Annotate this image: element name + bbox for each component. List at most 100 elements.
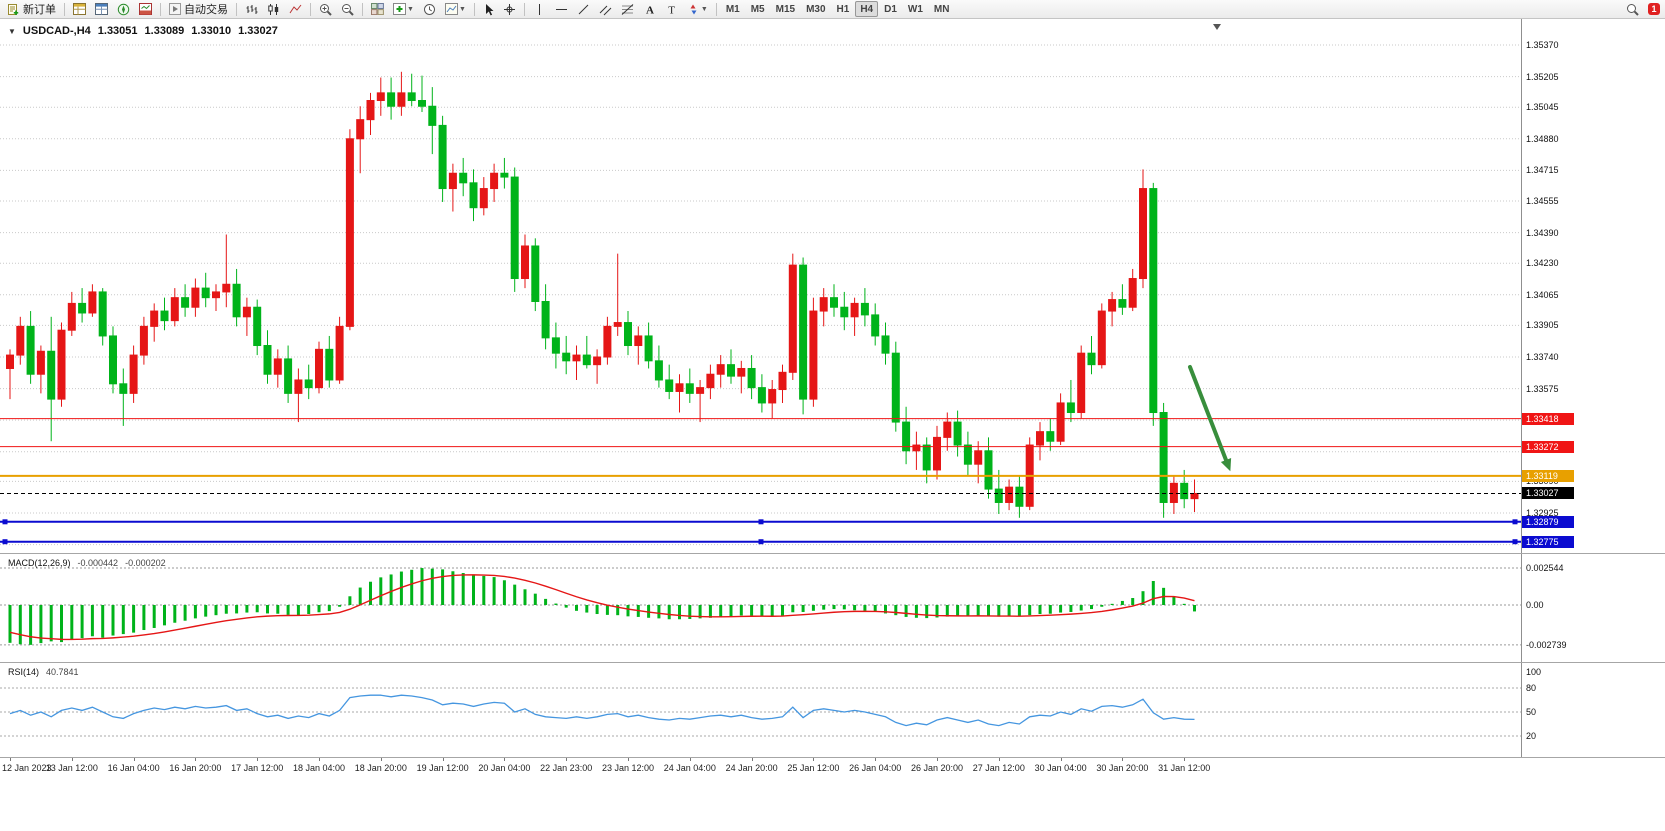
timeframe-m1-button[interactable]: M1 <box>725 3 740 15</box>
time-tick <box>195 758 197 761</box>
svg-text:A: A <box>646 4 654 16</box>
price-tag: 1.33418 <box>1522 412 1574 425</box>
time-tick <box>875 758 877 761</box>
new-order-icon <box>8 3 19 15</box>
time-tick <box>71 758 73 761</box>
time-axis[interactable]: 12 Jan 2023 13 Jan 12:00 16 Jan 04:00 16 Ja… <box>0 758 1665 775</box>
line-handle[interactable] <box>758 539 764 545</box>
rsi-line <box>9 694 1195 727</box>
time-label: 31 Jan 12:00 <box>1158 763 1211 773</box>
trendline-icon <box>578 4 589 14</box>
data-window-button[interactable] <box>91 1 112 18</box>
macd-indicator-label: MACD(12,26,9) -0.000442 -0.000202 <box>8 558 166 568</box>
toolbar-separator <box>160 2 161 16</box>
line-handle[interactable] <box>2 519 8 525</box>
indicators-button[interactable]: ▼ <box>389 1 418 18</box>
toolbar-separator <box>310 2 311 16</box>
rsi-name: RSI(14) <box>8 667 40 677</box>
trendline-tool-button[interactable] <box>573 1 594 18</box>
text-tool-button[interactable]: A <box>639 1 660 18</box>
tile-windows-icon <box>371 3 384 15</box>
arrows-tool-button[interactable]: ▼ <box>683 1 712 18</box>
axis-label: 1.33575 <box>1526 383 1559 394</box>
annotation-arrow-head[interactable] <box>1220 458 1232 472</box>
macd-signal-line <box>9 574 1195 641</box>
templates-button[interactable]: ▼ <box>441 1 470 18</box>
line-handle[interactable] <box>1512 539 1518 545</box>
timeframe-d1-button[interactable]: D1 <box>884 3 897 15</box>
timeframe-m5-button[interactable]: M5 <box>750 3 765 15</box>
axis-label: 1.33740 <box>1526 352 1559 362</box>
zoom-out-button[interactable] <box>337 1 358 18</box>
axis-label: 1.34390 <box>1526 227 1559 238</box>
fibonacci-tool-button[interactable] <box>617 1 638 18</box>
axis-label: 1.34555 <box>1526 196 1559 206</box>
timeframe-h4-button[interactable]: H4 <box>855 1 879 17</box>
market-watch-icon <box>73 3 86 15</box>
text-icon: A <box>646 4 654 16</box>
candlestick-chart-button[interactable] <box>263 1 284 18</box>
indicators-icon <box>393 3 406 15</box>
axis-label: 20 <box>1526 731 1537 741</box>
line-chart-button[interactable] <box>285 1 306 18</box>
channel-icon <box>599 5 612 15</box>
tile-windows-button[interactable] <box>367 1 388 18</box>
price-tag: 1.33119 <box>1522 469 1574 482</box>
line-handle[interactable] <box>2 539 8 545</box>
autotrading-play-icon <box>169 3 181 15</box>
search-button[interactable] <box>1622 1 1643 18</box>
cursor-button[interactable] <box>479 1 498 18</box>
crosshair-icon <box>503 3 515 15</box>
data-window-icon <box>95 3 108 15</box>
time-label: 26 Jan 04:00 <box>849 763 902 773</box>
crosshair-button[interactable] <box>499 1 520 18</box>
axis-label: 1.35045 <box>1526 102 1559 113</box>
timeframe-w1-button[interactable]: W1 <box>907 3 923 15</box>
toolbar-separator <box>236 2 237 16</box>
market-watch-button[interactable] <box>69 1 90 18</box>
collapse-icon[interactable]: ▼ <box>8 26 16 36</box>
timeframe-m15-button[interactable]: M15 <box>775 3 796 15</box>
timeframe-mn-button[interactable]: MN <box>933 3 950 15</box>
high-value: 1.33089 <box>144 25 185 37</box>
new-order-label: 新订单 <box>23 4 56 16</box>
price-chart-canvas[interactable] <box>0 19 1521 758</box>
time-label: 13 Jan 12:00 <box>45 763 98 773</box>
new-order-button[interactable]: 新订单 <box>3 1 60 18</box>
time-label: 17 Jan 12:00 <box>231 763 284 773</box>
time-label: 18 Jan 04:00 <box>292 763 346 773</box>
line-handle[interactable] <box>758 519 764 525</box>
vertical-line-tool-button[interactable] <box>529 1 550 18</box>
axis-label: -0.002739 <box>1526 639 1567 650</box>
equidistant-channel-tool-button[interactable] <box>595 1 616 18</box>
macd-panel-separator[interactable] <box>0 553 1665 554</box>
zoom-in-icon <box>320 3 332 16</box>
time-label: 24 Jan 20:00 <box>725 763 778 773</box>
label-icon: T <box>668 4 675 16</box>
timeframe-m30-button[interactable]: M30 <box>806 3 826 15</box>
navigator-button[interactable] <box>113 1 134 18</box>
search-icon <box>1627 3 1639 16</box>
annotation-arrow[interactable] <box>1188 365 1228 462</box>
timeframe-h1-button[interactable]: H1 <box>836 3 850 15</box>
terminal-button[interactable] <box>135 1 156 18</box>
rsi-panel-separator[interactable] <box>0 662 1665 663</box>
terminal-icon <box>139 3 152 15</box>
horizontal-line-tool-button[interactable] <box>551 1 572 18</box>
time-label: 16 Jan 04:00 <box>107 763 160 773</box>
label-tool-button[interactable]: T <box>661 1 682 18</box>
notification-badge[interactable]: 1 <box>1648 3 1660 15</box>
line-handle[interactable] <box>1512 519 1518 525</box>
time-axis-separator <box>0 757 1665 758</box>
autotrading-button[interactable]: 自动交易 <box>165 1 232 18</box>
zoom-in-button[interactable] <box>315 1 336 18</box>
time-label: 26 Jan 20:00 <box>910 763 964 773</box>
axis-label: 1.33905 <box>1526 320 1559 331</box>
candles-layer <box>6 71 1199 518</box>
chart-shift-marker[interactable] <box>1213 24 1221 30</box>
axis-label: 1.34715 <box>1526 165 1559 176</box>
period-button[interactable] <box>419 1 440 18</box>
chevron-down-icon: ▼ <box>407 5 414 13</box>
bar-chart-button[interactable] <box>241 1 262 18</box>
time-tick <box>504 758 506 761</box>
